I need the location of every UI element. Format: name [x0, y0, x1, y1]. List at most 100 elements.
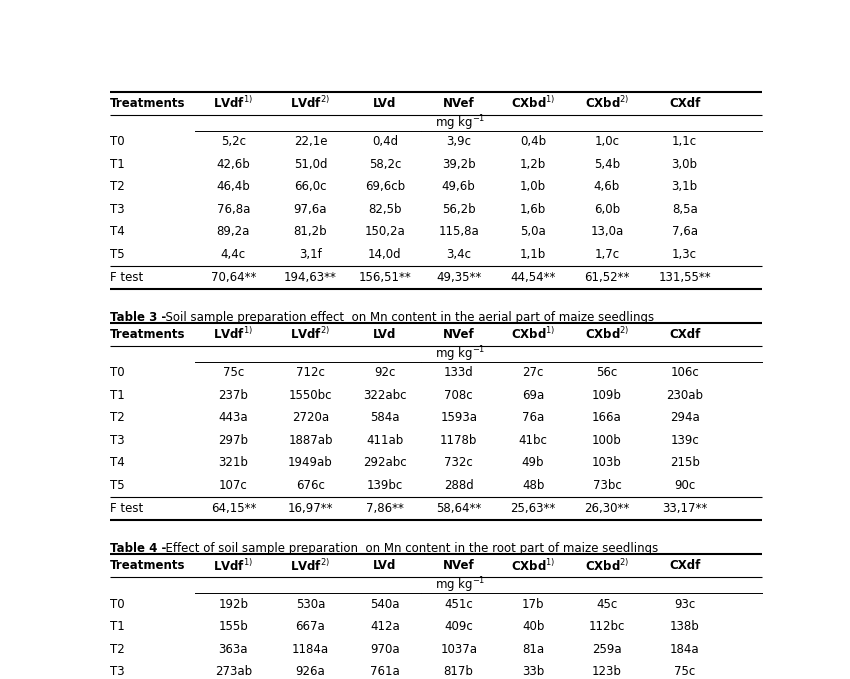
Text: T2: T2 [110, 181, 124, 194]
Text: T3: T3 [110, 665, 124, 678]
Text: 3,0b: 3,0b [672, 158, 698, 171]
Text: Treatments: Treatments [110, 559, 185, 572]
Text: 215b: 215b [670, 456, 700, 469]
Text: 1037a: 1037a [440, 642, 477, 655]
Text: 93c: 93c [674, 598, 695, 610]
Text: 530a: 530a [296, 598, 326, 610]
Text: 5,4b: 5,4b [594, 158, 620, 171]
Text: F test: F test [110, 502, 143, 515]
Text: 584a: 584a [370, 411, 400, 424]
Text: T2: T2 [110, 411, 124, 424]
Text: 322abc: 322abc [363, 389, 406, 402]
Text: 139c: 139c [671, 434, 699, 447]
Text: 1,0c: 1,0c [594, 135, 620, 149]
Text: 230ab: 230ab [666, 389, 703, 402]
Text: 61,52**: 61,52** [584, 270, 630, 284]
Text: 363a: 363a [218, 642, 248, 655]
Text: Treatments: Treatments [110, 97, 185, 110]
Text: 0,4b: 0,4b [520, 135, 547, 149]
Text: 39,2b: 39,2b [442, 158, 475, 171]
Text: 297b: 297b [218, 434, 248, 447]
Text: CXbd$^{2)}$: CXbd$^{2)}$ [585, 327, 629, 342]
Text: T5: T5 [110, 479, 124, 492]
Text: 131,55**: 131,55** [658, 270, 711, 284]
Text: F test: F test [110, 270, 143, 284]
Text: CXbd$^{2)}$: CXbd$^{2)}$ [585, 557, 629, 574]
Text: 817b: 817b [444, 665, 473, 678]
Text: 1593a: 1593a [440, 411, 477, 424]
Text: 16,97**: 16,97** [287, 502, 333, 515]
Text: 7,6a: 7,6a [672, 225, 698, 238]
Text: 70,64**: 70,64** [211, 270, 256, 284]
Text: 106c: 106c [671, 367, 699, 380]
Text: 8,5a: 8,5a [672, 203, 698, 216]
Text: 25,63**: 25,63** [511, 502, 556, 515]
Text: 1,0b: 1,0b [520, 181, 547, 194]
Text: LVd: LVd [373, 97, 397, 110]
Text: LVdf$^{2)}$: LVdf$^{2)}$ [291, 96, 331, 111]
Text: 1184a: 1184a [292, 642, 329, 655]
Text: 81,2b: 81,2b [293, 225, 327, 238]
Text: CXbd$^{1)}$: CXbd$^{1)}$ [511, 557, 555, 574]
Text: 27c: 27c [523, 367, 544, 380]
Text: 1,1c: 1,1c [672, 135, 697, 149]
Text: 42,6b: 42,6b [217, 158, 250, 171]
Text: 73bc: 73bc [592, 479, 621, 492]
Text: Treatments: Treatments [110, 328, 185, 341]
Text: 89,2a: 89,2a [217, 225, 250, 238]
Text: 22,1e: 22,1e [294, 135, 327, 149]
Text: 412a: 412a [370, 620, 400, 633]
Text: CXdf: CXdf [669, 97, 700, 110]
Text: 76a: 76a [522, 411, 544, 424]
Text: 133d: 133d [444, 367, 473, 380]
Text: 3,1b: 3,1b [672, 181, 698, 194]
Text: 48b: 48b [522, 479, 544, 492]
Text: T0: T0 [110, 598, 124, 610]
Text: 92c: 92c [374, 367, 395, 380]
Text: 56,2b: 56,2b [442, 203, 475, 216]
Text: 40b: 40b [522, 620, 544, 633]
Text: CXbd$^{2)}$: CXbd$^{2)}$ [585, 96, 629, 111]
Text: 1,2b: 1,2b [520, 158, 547, 171]
Text: T0: T0 [110, 135, 124, 149]
Text: 2720a: 2720a [292, 411, 329, 424]
Text: CXdf: CXdf [669, 328, 700, 341]
Text: 732c: 732c [445, 456, 473, 469]
Text: 540a: 540a [370, 598, 400, 610]
Text: 64,15**: 64,15** [211, 502, 256, 515]
Text: 150,2a: 150,2a [365, 225, 405, 238]
Text: 667a: 667a [296, 620, 326, 633]
Text: 443a: 443a [218, 411, 248, 424]
Text: 292abc: 292abc [363, 456, 406, 469]
Text: Table 3 -: Table 3 - [110, 311, 166, 324]
Text: 82,5b: 82,5b [368, 203, 402, 216]
Text: 1,6b: 1,6b [520, 203, 547, 216]
Text: 1887ab: 1887ab [288, 434, 332, 447]
Text: 411ab: 411ab [366, 434, 404, 447]
Text: 1550bc: 1550bc [289, 389, 332, 402]
Text: 41bc: 41bc [518, 434, 547, 447]
Text: 1178b: 1178b [440, 434, 478, 447]
Text: LVdf$^{2)}$: LVdf$^{2)}$ [291, 327, 331, 342]
Text: 44,54**: 44,54** [511, 270, 556, 284]
Text: 237b: 237b [218, 389, 248, 402]
Text: 3,9c: 3,9c [446, 135, 471, 149]
Text: LVdf$^{2)}$: LVdf$^{2)}$ [291, 557, 331, 574]
Text: 58,64**: 58,64** [436, 502, 481, 515]
Text: 288d: 288d [444, 479, 473, 492]
Text: 33,17**: 33,17** [662, 502, 707, 515]
Text: 138b: 138b [670, 620, 700, 633]
Text: 676c: 676c [296, 479, 325, 492]
Text: mg kg$^{-1}$: mg kg$^{-1}$ [435, 344, 485, 364]
Text: T0: T0 [110, 367, 124, 380]
Text: 45c: 45c [597, 598, 617, 610]
Text: 194,63**: 194,63** [284, 270, 337, 284]
Text: 49b: 49b [522, 456, 544, 469]
Text: 103b: 103b [592, 456, 622, 469]
Text: T2: T2 [110, 642, 124, 655]
Text: 451c: 451c [445, 598, 473, 610]
Text: 409c: 409c [445, 620, 473, 633]
Text: 1,7c: 1,7c [594, 248, 620, 261]
Text: T3: T3 [110, 203, 124, 216]
Text: 69a: 69a [522, 389, 544, 402]
